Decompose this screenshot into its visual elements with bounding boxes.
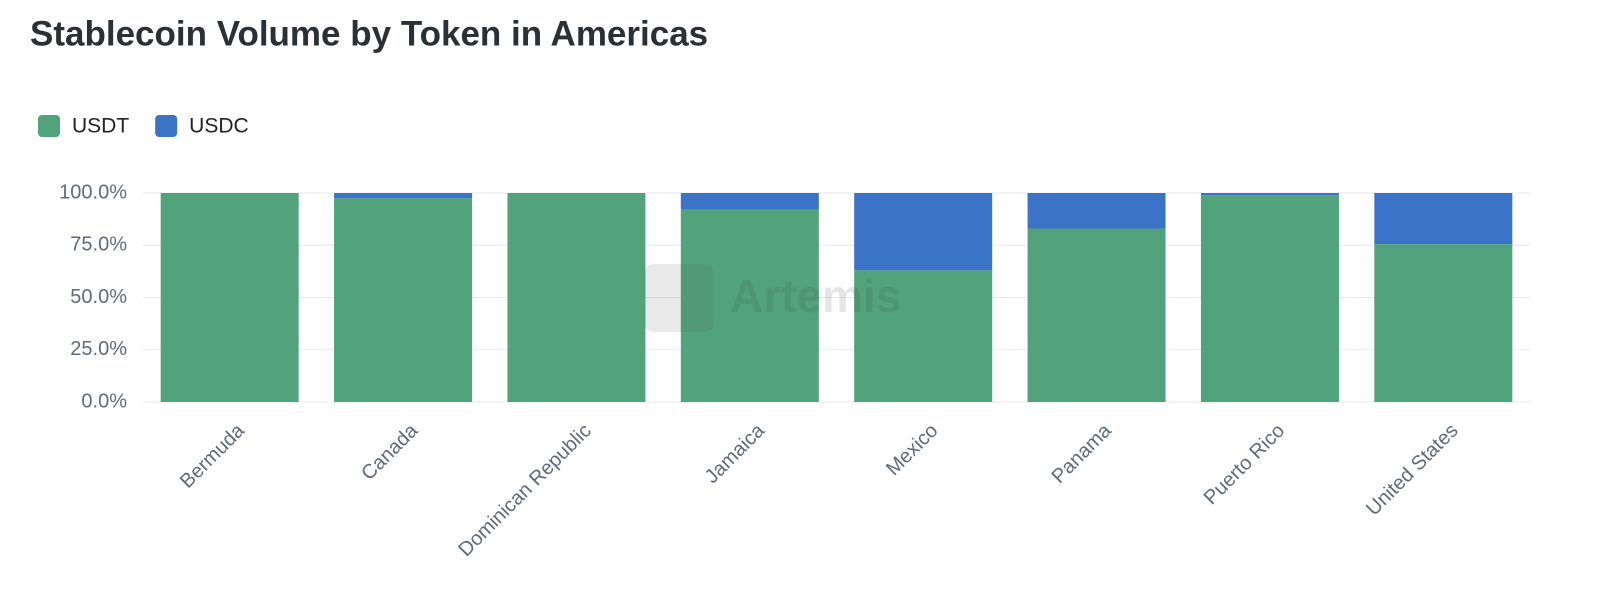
bar-segment — [854, 270, 993, 402]
watermark-text: Artemis — [730, 270, 901, 322]
chart-title: Stablecoin Volume by Token in Americas — [30, 14, 708, 53]
legend-swatch — [38, 115, 60, 137]
x-tick-label: Canada — [357, 419, 423, 485]
bar-segment — [507, 193, 646, 402]
bar-segment — [334, 198, 473, 402]
y-tick-label: 25.0% — [70, 338, 127, 360]
bar-segment — [1200, 193, 1339, 196]
bar-segment — [334, 193, 473, 199]
bar-segment — [1027, 228, 1166, 402]
x-tick-label: Panama — [1048, 419, 1117, 488]
y-tick-label: 50.0% — [70, 286, 127, 308]
bar-segment — [1374, 244, 1513, 402]
x-tick-label: Bermuda — [176, 419, 250, 493]
legend-label: USDT — [72, 115, 129, 138]
y-tick-label: 0.0% — [81, 390, 127, 412]
bar-segment — [1200, 195, 1339, 402]
bar-segment — [1374, 193, 1513, 245]
legend-label: USDC — [189, 115, 249, 138]
watermark-logo — [645, 264, 713, 332]
watermark: Artemis — [645, 264, 901, 332]
bar-segment — [854, 193, 993, 271]
y-tick-label: 75.0% — [70, 234, 127, 256]
bar-segment — [1027, 193, 1166, 229]
bar-segment — [160, 193, 299, 402]
x-tick-label: United States — [1362, 420, 1462, 520]
legend-swatch — [155, 115, 178, 137]
x-tick-label: Puerto Rico — [1200, 420, 1289, 509]
x-tick-label: Jamaica — [701, 419, 770, 488]
x-tick-label: Dominican Republic — [454, 420, 595, 561]
y-tick-label: 100.0% — [59, 181, 127, 203]
bar-segment — [680, 209, 819, 402]
x-tick-label: Mexico — [882, 420, 942, 480]
bar-segment — [680, 193, 819, 210]
